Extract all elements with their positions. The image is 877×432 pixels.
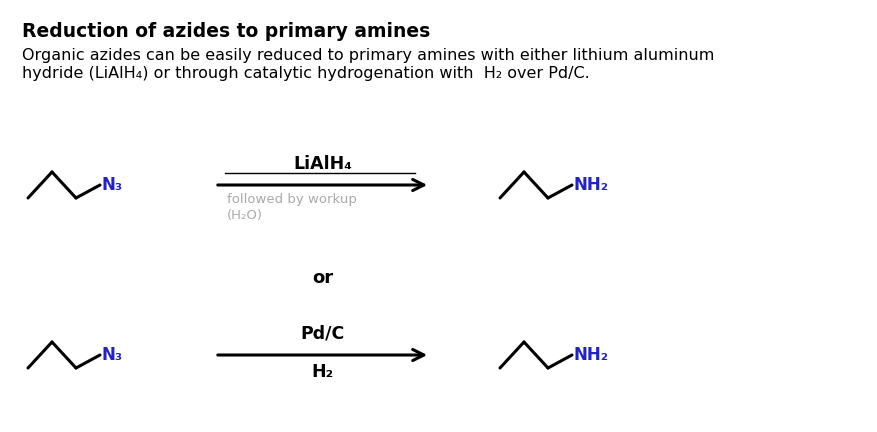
Text: LiAlH₄: LiAlH₄ xyxy=(293,155,352,173)
Text: H₂: H₂ xyxy=(311,363,333,381)
Text: N₃: N₃ xyxy=(102,176,123,194)
Text: N₃: N₃ xyxy=(102,346,123,364)
Text: Pd/C: Pd/C xyxy=(300,325,345,343)
Text: hydride (LiAlH₄) or through catalytic hydrogenation with  H₂ over Pd/C.: hydride (LiAlH₄) or through catalytic hy… xyxy=(22,66,589,81)
Text: NH₂: NH₂ xyxy=(574,176,609,194)
Text: followed by workup: followed by workup xyxy=(227,193,356,206)
Text: NH₂: NH₂ xyxy=(574,346,609,364)
Text: Reduction of azides to primary amines: Reduction of azides to primary amines xyxy=(22,22,430,41)
Text: or: or xyxy=(311,269,332,287)
Text: Organic azides can be easily reduced to primary amines with either lithium alumi: Organic azides can be easily reduced to … xyxy=(22,48,714,63)
Text: (H₂O): (H₂O) xyxy=(227,209,263,222)
